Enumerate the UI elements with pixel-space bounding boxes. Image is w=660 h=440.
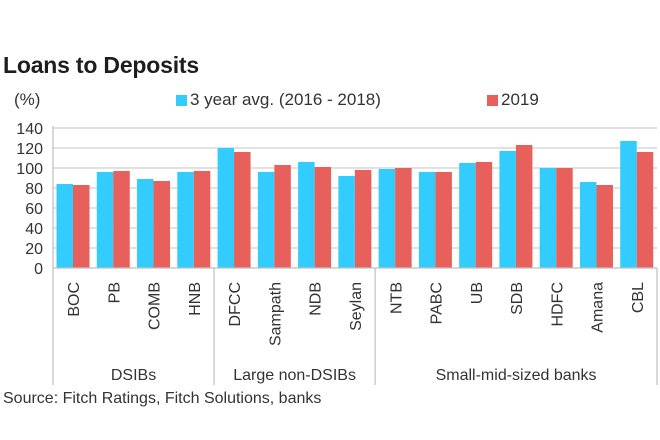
bar-avg (257, 172, 275, 268)
bar-2019 (475, 162, 493, 268)
x-category-label: Sampath (267, 282, 284, 346)
x-category-label: NDB (308, 282, 325, 316)
bar-2019 (435, 172, 452, 268)
x-category-label: HDFC (549, 282, 566, 326)
bar-2019 (153, 181, 171, 268)
x-category-label: BOC (66, 282, 83, 317)
bar-avg (338, 176, 355, 268)
chart-title: Loans to Deposits (3, 52, 199, 78)
bar-avg (459, 163, 476, 268)
group-label: DSIBs (111, 367, 156, 384)
bar-2019 (636, 152, 654, 268)
legend-label-2019: 2019 (501, 90, 539, 109)
bar-2019 (556, 168, 573, 268)
y-tick-label: 0 (34, 261, 43, 278)
bar-avg (137, 179, 154, 268)
x-category-label: SDB (509, 282, 526, 315)
bar-avg (499, 151, 516, 268)
x-category-label: COMB (147, 282, 164, 330)
legend-swatch-avg (176, 94, 187, 106)
bar-2019 (193, 171, 211, 268)
x-category-label: Amana (590, 282, 607, 333)
x-category-label: CBL (630, 282, 647, 313)
x-category-label: HNB (187, 282, 204, 316)
bar-2019 (113, 171, 130, 268)
bar-avg (96, 172, 114, 268)
y-tick-label: 40 (25, 221, 43, 238)
bar-avg (378, 169, 396, 268)
bar-2019 (73, 185, 90, 268)
source-note: Source: Fitch Ratings, Fitch Solutions, … (3, 390, 322, 407)
bar-avg (56, 184, 73, 268)
bar-2019 (234, 152, 251, 268)
x-category-label: UB (469, 282, 486, 304)
bar-2019 (314, 167, 332, 268)
y-axis-unit-label: (%) (14, 90, 41, 109)
bar-2019 (395, 168, 412, 268)
legend-label-avg: 3 year avg. (2016 - 2018) (190, 90, 381, 109)
group-label: Small-mid-sized banks (436, 367, 597, 384)
bar-2019 (354, 170, 372, 268)
legend-item-avg: 3 year avg. (2016 - 2018) (176, 90, 381, 110)
x-category-label: PB (106, 282, 123, 303)
bar-2019 (515, 145, 533, 268)
legend-swatch-2019 (487, 94, 498, 106)
bar-avg (177, 172, 194, 268)
y-tick-label: 140 (16, 121, 43, 138)
bar-avg (620, 141, 637, 268)
bar-avg (217, 148, 235, 268)
bar-avg (539, 168, 557, 268)
y-tick-label: 60 (25, 201, 43, 218)
bar-avg (298, 162, 315, 268)
y-tick-label: 120 (16, 141, 43, 158)
group-label: Large non-DSIBs (233, 367, 356, 384)
y-tick-label: 20 (25, 241, 43, 258)
bar-2019 (274, 165, 291, 268)
y-tick-label: 100 (16, 161, 43, 178)
bar-2019 (596, 185, 613, 268)
bar-avg (579, 182, 597, 268)
bar-avg (418, 172, 436, 268)
x-category-label: Seylan (348, 282, 365, 331)
y-tick-label: 80 (25, 181, 43, 198)
x-category-label: DFCC (227, 282, 244, 326)
legend-item-2019: 2019 (487, 90, 539, 110)
x-category-label: NTB (388, 282, 405, 314)
x-category-label: PABC (429, 282, 446, 324)
